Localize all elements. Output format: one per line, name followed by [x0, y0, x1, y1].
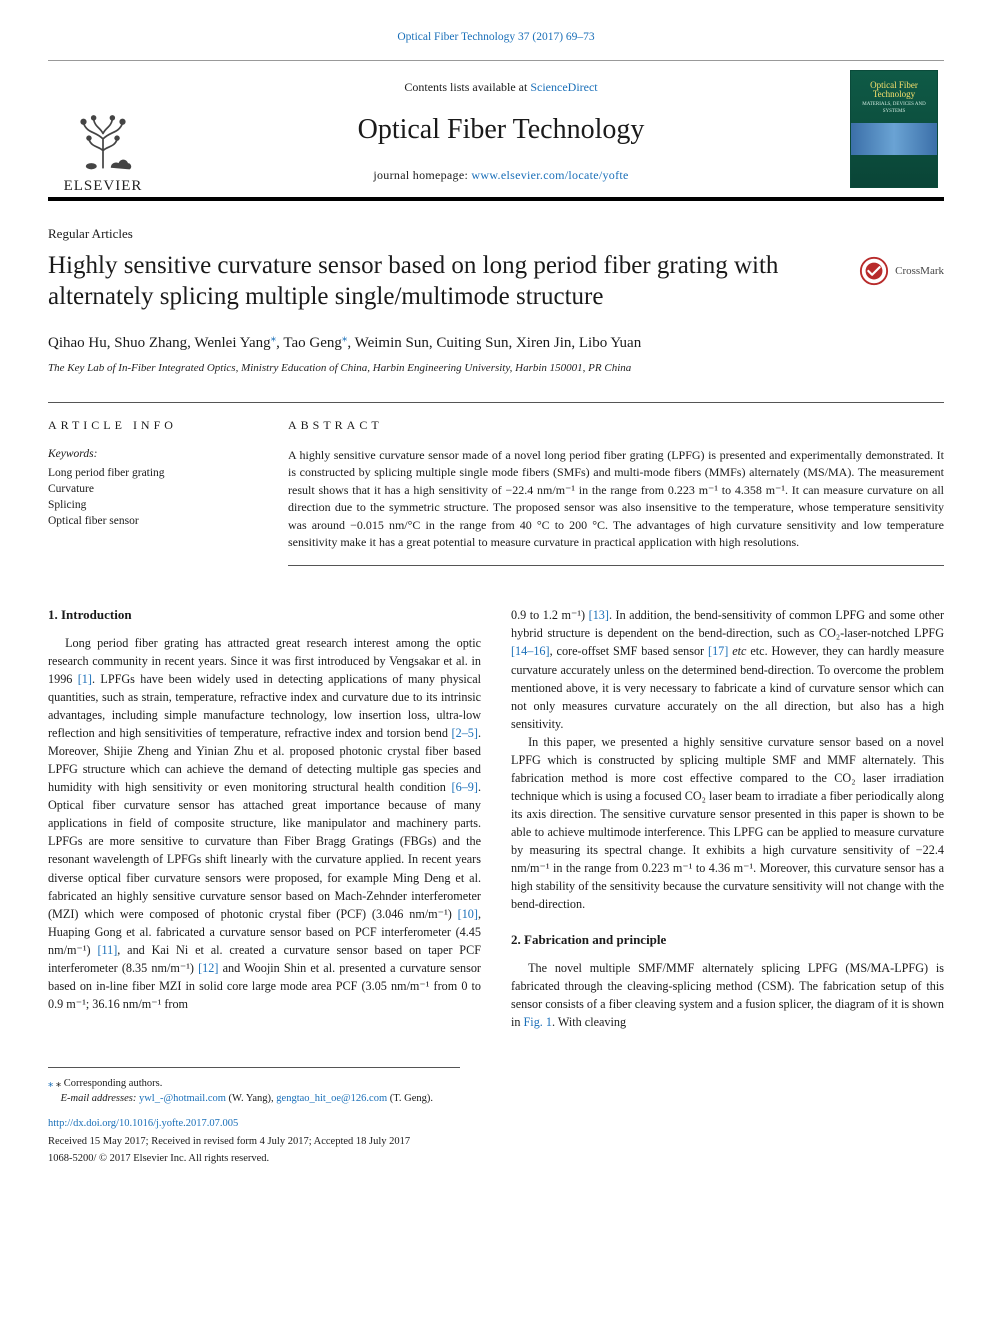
email-link-1[interactable]: ywl_-@hotmail.com: [139, 1093, 226, 1104]
citation-link[interactable]: [6–9]: [452, 780, 478, 794]
corresponding-authors-note: ⁎ ⁎ Corresponding authors.: [48, 1076, 460, 1091]
keyword-item: Long period fiber grating: [48, 465, 258, 481]
email-line: E-mail addresses: ywl_-@hotmail.com (W. …: [48, 1091, 460, 1106]
sciencedirect-link[interactable]: ScienceDirect: [530, 80, 597, 94]
email-link-2[interactable]: gengtao_hit_oe@126.com: [276, 1093, 387, 1104]
article-info-heading: ARTICLE INFO: [48, 417, 258, 433]
paragraph: In this paper, we presented a highly sen…: [511, 733, 944, 913]
citation-link[interactable]: [14–16]: [511, 644, 550, 658]
email-who-2: (T. Geng).: [387, 1093, 433, 1104]
star-icon: ⁎: [48, 1078, 53, 1089]
authors-part-2: , Tao Geng: [276, 335, 342, 351]
text-run: . LPFGs have been widely used in detecti…: [48, 672, 481, 740]
elsevier-tree-icon: [64, 96, 142, 174]
info-abstract-row: ARTICLE INFO Keywords: Long period fiber…: [48, 402, 944, 567]
text-run: 0.9 to 1.2 m⁻¹): [511, 608, 589, 622]
abstract-text: A highly sensitive curvature sensor made…: [288, 447, 944, 551]
citation-link[interactable]: [17]: [708, 644, 728, 658]
paragraph: The novel multiple SMF/MMF alternately s…: [511, 959, 944, 1031]
contents-prefix: Contents lists available at: [404, 80, 530, 94]
cover-thumb-area: Optical Fiber Technology MATERIALS, DEVI…: [844, 61, 944, 197]
journal-issue-link[interactable]: Optical Fiber Technology 37 (2017) 69–73: [397, 31, 594, 43]
paper-title: Highly sensitive curvature sensor based …: [48, 250, 839, 313]
cover-band-graphic: [851, 123, 937, 155]
title-row: Highly sensitive curvature sensor based …: [48, 250, 944, 313]
footnotes: ⁎ ⁎ Corresponding authors. E-mail addres…: [48, 1067, 460, 1166]
keyword-item: Splicing: [48, 497, 258, 513]
text-run: . Optical fiber curvature sensor has att…: [48, 780, 481, 920]
article-section-label: Regular Articles: [48, 225, 944, 243]
publisher-logo-area: ELSEVIER: [48, 61, 158, 197]
email-who-1: (W. Yang),: [226, 1093, 276, 1104]
journal-title: Optical Fiber Technology: [166, 111, 836, 149]
citation-link[interactable]: [1]: [78, 672, 92, 686]
keyword-item: Optical fiber sensor: [48, 513, 258, 529]
authors-part-3: , Weimin Sun, Cuiting Sun, Xiren Jin, Li…: [347, 335, 641, 351]
text-run: . With cleaving: [552, 1015, 626, 1029]
keywords-label: Keywords:: [48, 447, 258, 463]
abstract-heading: ABSTRACT: [288, 417, 944, 433]
article-info-column: ARTICLE INFO Keywords: Long period fiber…: [48, 402, 258, 567]
email-label: E-mail addresses:: [61, 1093, 139, 1104]
cover-subtitle: MATERIALS, DEVICES AND SYSTEMS: [851, 102, 937, 116]
body-columns: 1. Introduction Long period fiber gratin…: [48, 606, 944, 1031]
citation-link[interactable]: [13]: [589, 608, 609, 622]
crossmark-icon: [859, 256, 889, 286]
figure-link[interactable]: Fig. 1: [524, 1015, 552, 1029]
text-run: etc: [728, 644, 746, 658]
journal-banner: ELSEVIER Contents lists available at Sci…: [48, 60, 944, 201]
publisher-name: ELSEVIER: [64, 176, 143, 196]
right-column: 0.9 to 1.2 m⁻¹) [13]. In addition, the b…: [511, 606, 944, 1031]
text-run: , core-offset SMF based sensor: [550, 644, 708, 658]
citation-link[interactable]: [11]: [97, 943, 117, 957]
abstract-column: ABSTRACT A highly sensitive curvature se…: [288, 402, 944, 567]
received-dates: Received 15 May 2017; Received in revise…: [48, 1134, 460, 1149]
journal-homepage-link[interactable]: www.elsevier.com/locate/yofte: [471, 168, 628, 182]
copyright-line: 1068-5200/ © 2017 Elsevier Inc. All righ…: [48, 1151, 460, 1166]
left-column: 1. Introduction Long period fiber gratin…: [48, 606, 481, 1031]
citation-link[interactable]: [10]: [458, 907, 478, 921]
citation-link[interactable]: [12]: [198, 961, 218, 975]
doi-link[interactable]: http://dx.doi.org/10.1016/j.yofte.2017.0…: [48, 1116, 460, 1131]
contents-line: Contents lists available at ScienceDirec…: [166, 79, 836, 95]
cover-title: Optical Fiber Technology: [851, 81, 937, 101]
affiliation: The Key Lab of In-Fiber Integrated Optic…: [48, 361, 944, 376]
authors-part-1: Qihao Hu, Shuo Zhang, Wenlei Yang: [48, 335, 271, 351]
authors-line: Qihao Hu, Shuo Zhang, Wenlei Yang⁎, Tao …: [48, 331, 944, 353]
corr-label-text: ⁎ Corresponding authors.: [56, 1078, 162, 1089]
journal-cover-thumbnail: Optical Fiber Technology MATERIALS, DEVI…: [850, 70, 938, 188]
paragraph: Long period fiber grating has attracted …: [48, 634, 481, 1013]
crossmark-badge[interactable]: CrossMark: [859, 256, 944, 286]
homepage-prefix: journal homepage:: [373, 168, 471, 182]
keywords-list: Long period fiber grating Curvature Spli…: [48, 465, 258, 529]
section-2-heading: 2. Fabrication and principle: [511, 931, 944, 949]
keyword-item: Curvature: [48, 481, 258, 497]
banner-center: Contents lists available at ScienceDirec…: [158, 61, 844, 197]
journal-issue-header: Optical Fiber Technology 37 (2017) 69–73: [48, 30, 944, 46]
paragraph: 0.9 to 1.2 m⁻¹) [13]. In addition, the b…: [511, 606, 944, 732]
homepage-line: journal homepage: www.elsevier.com/locat…: [166, 167, 836, 183]
citation-link[interactable]: [2–5]: [452, 726, 478, 740]
crossmark-label: CrossMark: [895, 264, 944, 279]
section-1-heading: 1. Introduction: [48, 606, 481, 624]
